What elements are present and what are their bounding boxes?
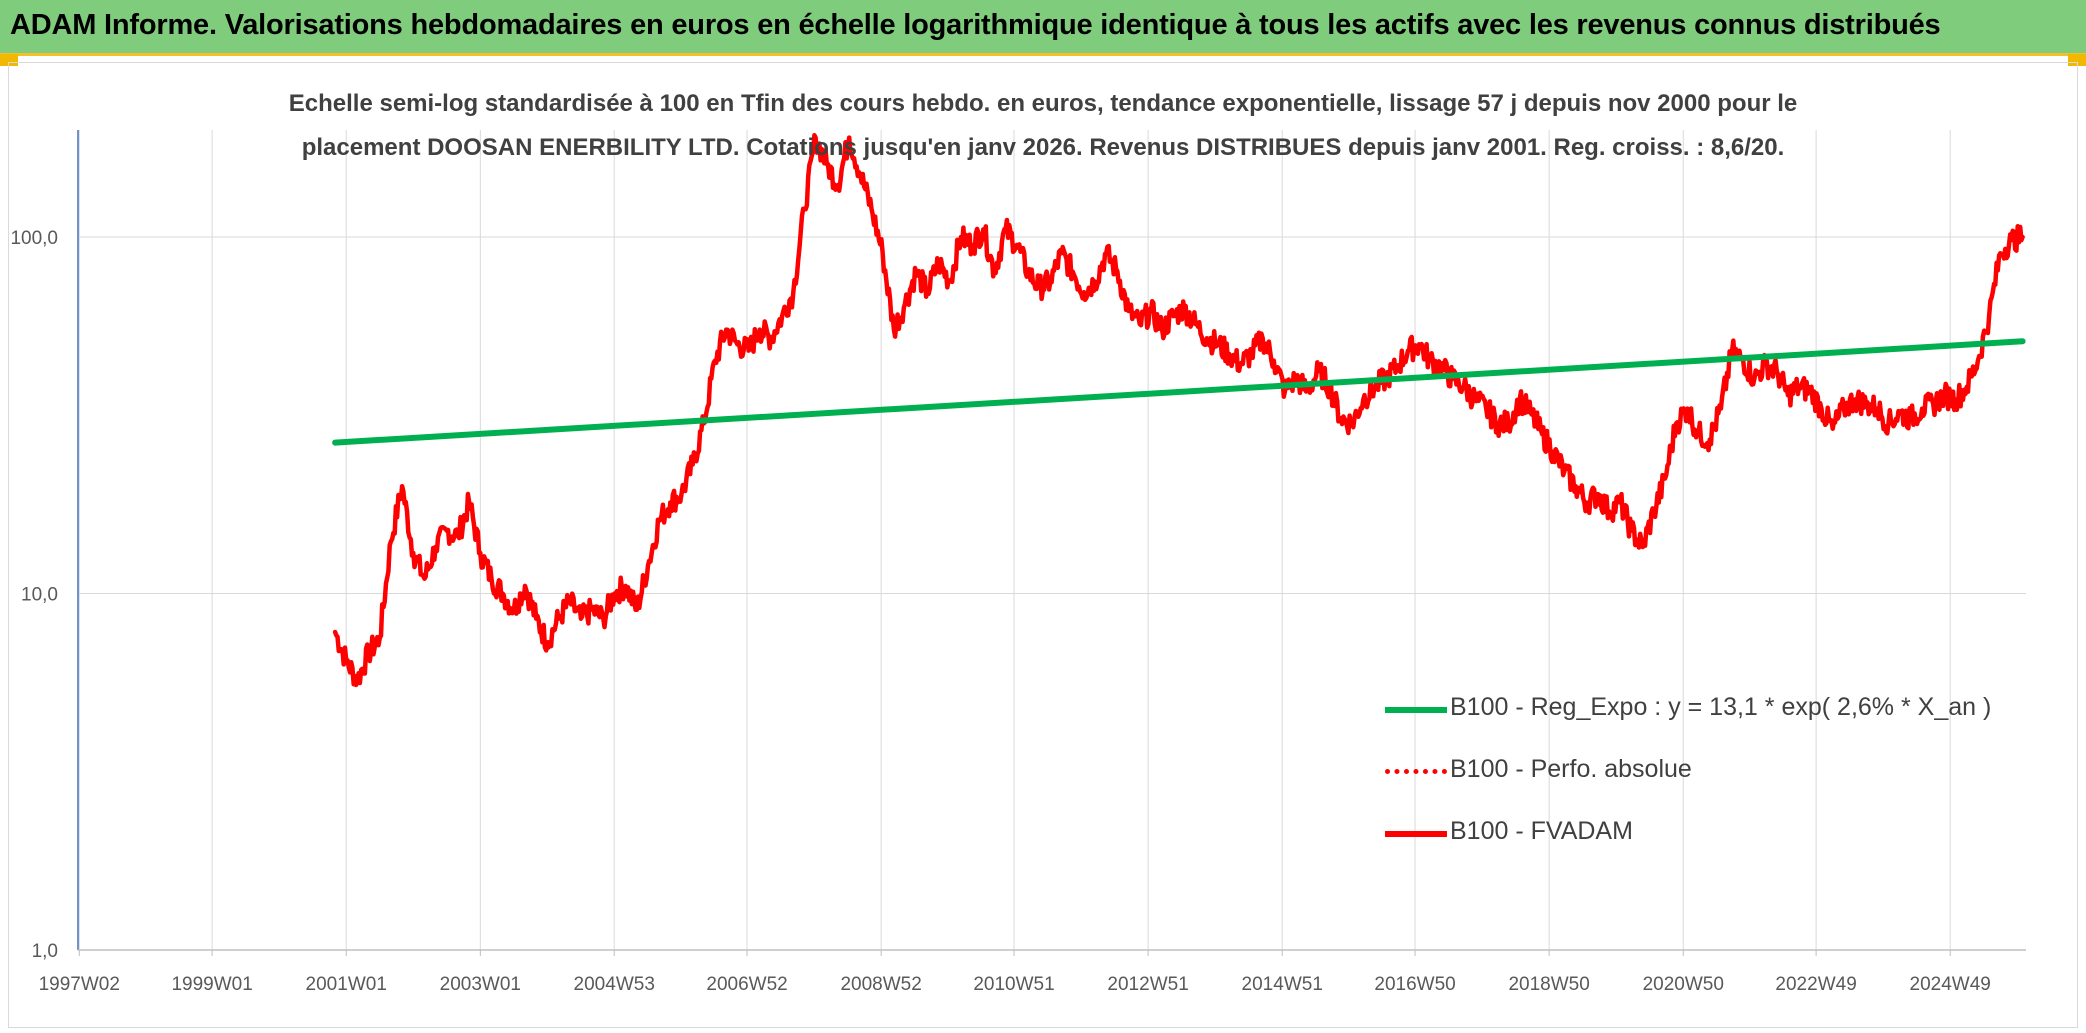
- x-tick-labels: 1997W02 1999W01 2001W01 2003W01 2004W53 2006W…: [39, 974, 1991, 995]
- axes: [77, 130, 2026, 951]
- x-tick-label: 2022W49: [1775, 974, 1856, 995]
- x-tick-label: 1999W01: [171, 974, 252, 995]
- chart-subtitle-line-1: Echelle semi-log standardisée à 100 en T…: [288, 90, 1798, 117]
- x-tick-label: 2004W53: [574, 974, 655, 995]
- x-tick-label: 2008W52: [840, 974, 921, 995]
- legend-label-regression: B100 - Reg_Expo : y = 13,1 * exp( 2,6% *…: [1450, 693, 1992, 721]
- y-tick-label: 100,0: [10, 228, 58, 249]
- y-tick-labels: 1,0 10,0 100,0: [10, 228, 58, 962]
- x-tick-label: 1997W02: [39, 974, 120, 995]
- corner-marker-right: [2068, 54, 2086, 66]
- x-tick-label: 2010W51: [973, 974, 1054, 995]
- y-tick-label: 1,0: [32, 941, 58, 962]
- x-tick-label: 2001W01: [306, 974, 387, 995]
- series-line-regression: [332, 338, 2026, 446]
- legend-swatch-fvadam: [1385, 831, 1447, 837]
- legend-swatch-regression: [1385, 707, 1447, 713]
- x-tick-label: 2018W50: [1508, 974, 1589, 995]
- legend-label-perf-absolue: B100 - Perfo. absolue: [1450, 755, 1692, 783]
- corner-marker-left: [0, 54, 18, 66]
- x-tick-label: 2024W49: [1910, 974, 1991, 995]
- y-tick-label: 10,0: [21, 585, 58, 606]
- x-tick-label: 2006W52: [706, 974, 787, 995]
- header-banner: ADAM Informe. Valorisations hebdomadaire…: [0, 0, 2086, 56]
- x-tick-label: 2012W51: [1107, 974, 1188, 995]
- page-title: ADAM Informe. Valorisations hebdomadaire…: [10, 9, 1941, 41]
- series-layer: [332, 132, 2026, 688]
- legend-label-fvadam: B100 - FVADAM: [1450, 817, 1633, 845]
- x-tick-label: 2016W50: [1374, 974, 1455, 995]
- legend-swatch-perf-absolue: [1385, 769, 1447, 774]
- vertical-gridlines: [78, 130, 1951, 956]
- x-tick-label: 2003W01: [440, 974, 521, 995]
- x-tick-label: 2014W51: [1242, 974, 1323, 995]
- x-tick-label: 2020W50: [1643, 974, 1724, 995]
- chart-frame: [8, 62, 2078, 1028]
- chart-subtitle-line-2: placement DOOSAN ENERBILITY LTD. Cotatio…: [301, 134, 1785, 161]
- series-line-fvadam: [332, 132, 2025, 688]
